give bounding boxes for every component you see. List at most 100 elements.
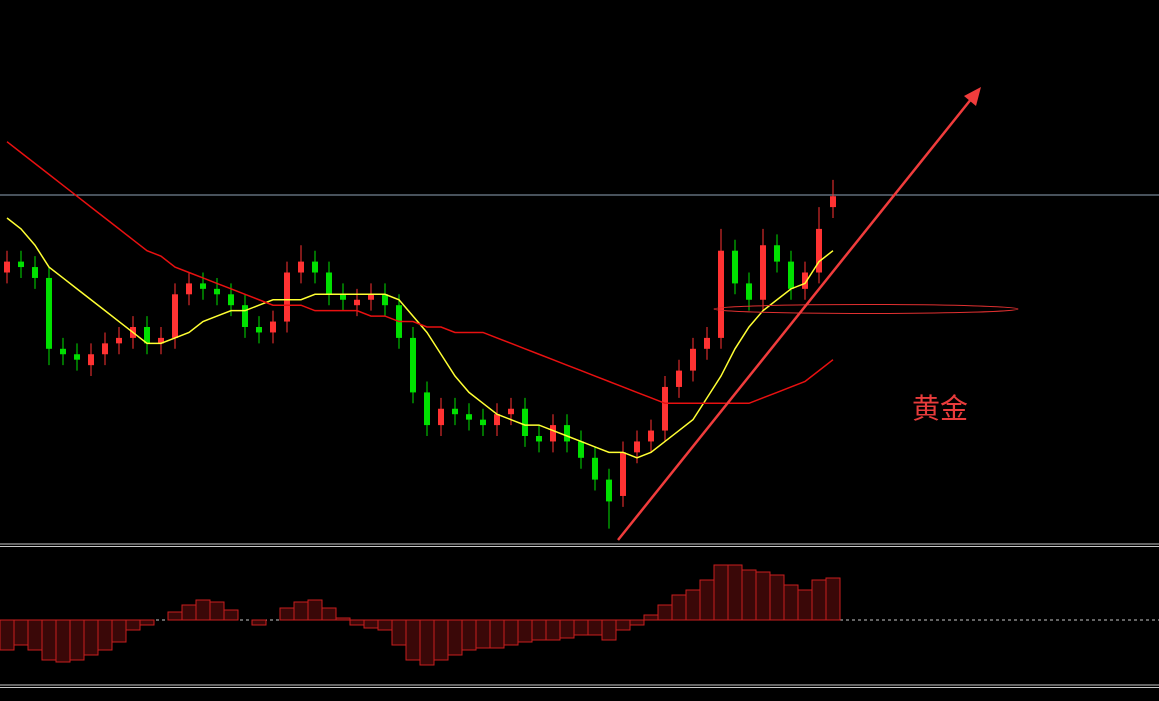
- candle-body: [578, 441, 584, 458]
- indicator-bar: [13, 619, 29, 646]
- candle-body: [522, 408, 528, 436]
- indicator-bar: [335, 617, 351, 621]
- candle-body: [186, 283, 192, 295]
- indicator-bar: [587, 619, 603, 636]
- candle-body: [802, 272, 808, 289]
- candle-body: [620, 452, 626, 496]
- candle-body: [606, 479, 612, 502]
- candle-body: [704, 337, 710, 349]
- candle-body: [102, 343, 108, 355]
- indicator-bar: [363, 619, 379, 629]
- indicator-bar: [755, 571, 771, 621]
- indicator-bar: [797, 589, 813, 621]
- candle-body: [550, 425, 556, 442]
- indicator-bar: [97, 619, 113, 651]
- indicator-bar: [685, 589, 701, 621]
- candle-body: [368, 294, 374, 300]
- indicator-bar: [83, 619, 99, 656]
- candle-body: [788, 261, 794, 289]
- candle-body: [816, 228, 822, 273]
- candle-body: [592, 457, 598, 480]
- indicator-bar: [139, 619, 155, 626]
- candle-body: [494, 414, 500, 426]
- indicator-bar: [167, 611, 183, 621]
- candle-body: [382, 294, 388, 306]
- candle-body: [200, 283, 206, 289]
- indicator-bar: [125, 619, 141, 631]
- indicator-bar: [27, 619, 43, 651]
- candle-body: [508, 408, 514, 415]
- candle-body: [256, 327, 262, 333]
- candle-body: [158, 337, 164, 344]
- indicator-bar: [41, 619, 57, 661]
- indicator-bar: [405, 619, 421, 661]
- indicator-bar: [181, 604, 197, 621]
- candle-body: [774, 245, 780, 262]
- indicator-bar: [783, 584, 799, 621]
- marks: [0, 141, 841, 666]
- arrow-head: [964, 87, 981, 106]
- candle-body: [74, 354, 80, 360]
- indicator-bar: [111, 619, 127, 643]
- indicator-bar: [69, 619, 85, 661]
- indicator-bar: [811, 579, 827, 621]
- indicator-bar: [531, 619, 547, 641]
- candle-body: [228, 294, 234, 306]
- indicator-bar: [727, 564, 743, 621]
- candle-body: [60, 348, 66, 355]
- indicator-bar: [741, 569, 757, 621]
- indicator-bar: [279, 607, 295, 621]
- indicator-bar: [461, 619, 477, 651]
- candle-body: [718, 250, 724, 338]
- moving-average: [6, 141, 834, 405]
- indicator-bar: [699, 579, 715, 621]
- indicator-bar: [419, 619, 435, 666]
- indicator-bar: [573, 619, 589, 636]
- indicator-bar: [517, 619, 533, 643]
- candle-body: [340, 294, 346, 300]
- candle-body: [270, 321, 276, 333]
- annotation: 黄金: [912, 392, 968, 425]
- indicator-bar: [209, 601, 225, 621]
- indicator-bar: [55, 619, 71, 663]
- candle-body: [410, 337, 416, 393]
- indicator-bar: [293, 601, 309, 621]
- indicator-bar: [391, 619, 407, 646]
- candle-body: [312, 261, 318, 273]
- indicator-bar: [195, 599, 211, 621]
- candle-body: [452, 408, 458, 415]
- candle-body: [354, 299, 360, 306]
- candle-body: [466, 414, 472, 420]
- indicator-bar: [475, 619, 491, 649]
- indicator-bar: [251, 619, 267, 626]
- candle-body: [298, 261, 304, 273]
- indicator-bar: [825, 577, 841, 621]
- candle-body: [242, 305, 248, 327]
- candle-body: [564, 425, 570, 442]
- candle-body: [830, 196, 836, 208]
- indicator-bar: [503, 619, 519, 646]
- indicator-bar: [657, 604, 673, 621]
- indicator-bar: [601, 619, 617, 641]
- indicator-bar: [643, 614, 659, 621]
- indicator-bar: [615, 619, 631, 631]
- indicator-bar: [559, 619, 575, 639]
- indicator-bar: [377, 619, 393, 631]
- indicator-bar: [489, 619, 505, 649]
- candle-body: [326, 272, 332, 295]
- candle-body: [760, 245, 766, 300]
- candle-body: [284, 272, 290, 322]
- candle-body: [662, 386, 668, 431]
- candle-body: [116, 337, 122, 344]
- candle-body: [46, 277, 52, 349]
- candle-body: [424, 392, 430, 426]
- candle-body: [732, 250, 738, 284]
- indicator-bar: [0, 619, 15, 651]
- indicator-bar: [321, 607, 337, 621]
- candle-body: [88, 354, 94, 366]
- candle-body: [4, 261, 10, 273]
- indicator-bar: [349, 619, 365, 626]
- indicator-bar: [447, 619, 463, 656]
- candle-body: [144, 327, 150, 344]
- candle-body: [634, 441, 640, 453]
